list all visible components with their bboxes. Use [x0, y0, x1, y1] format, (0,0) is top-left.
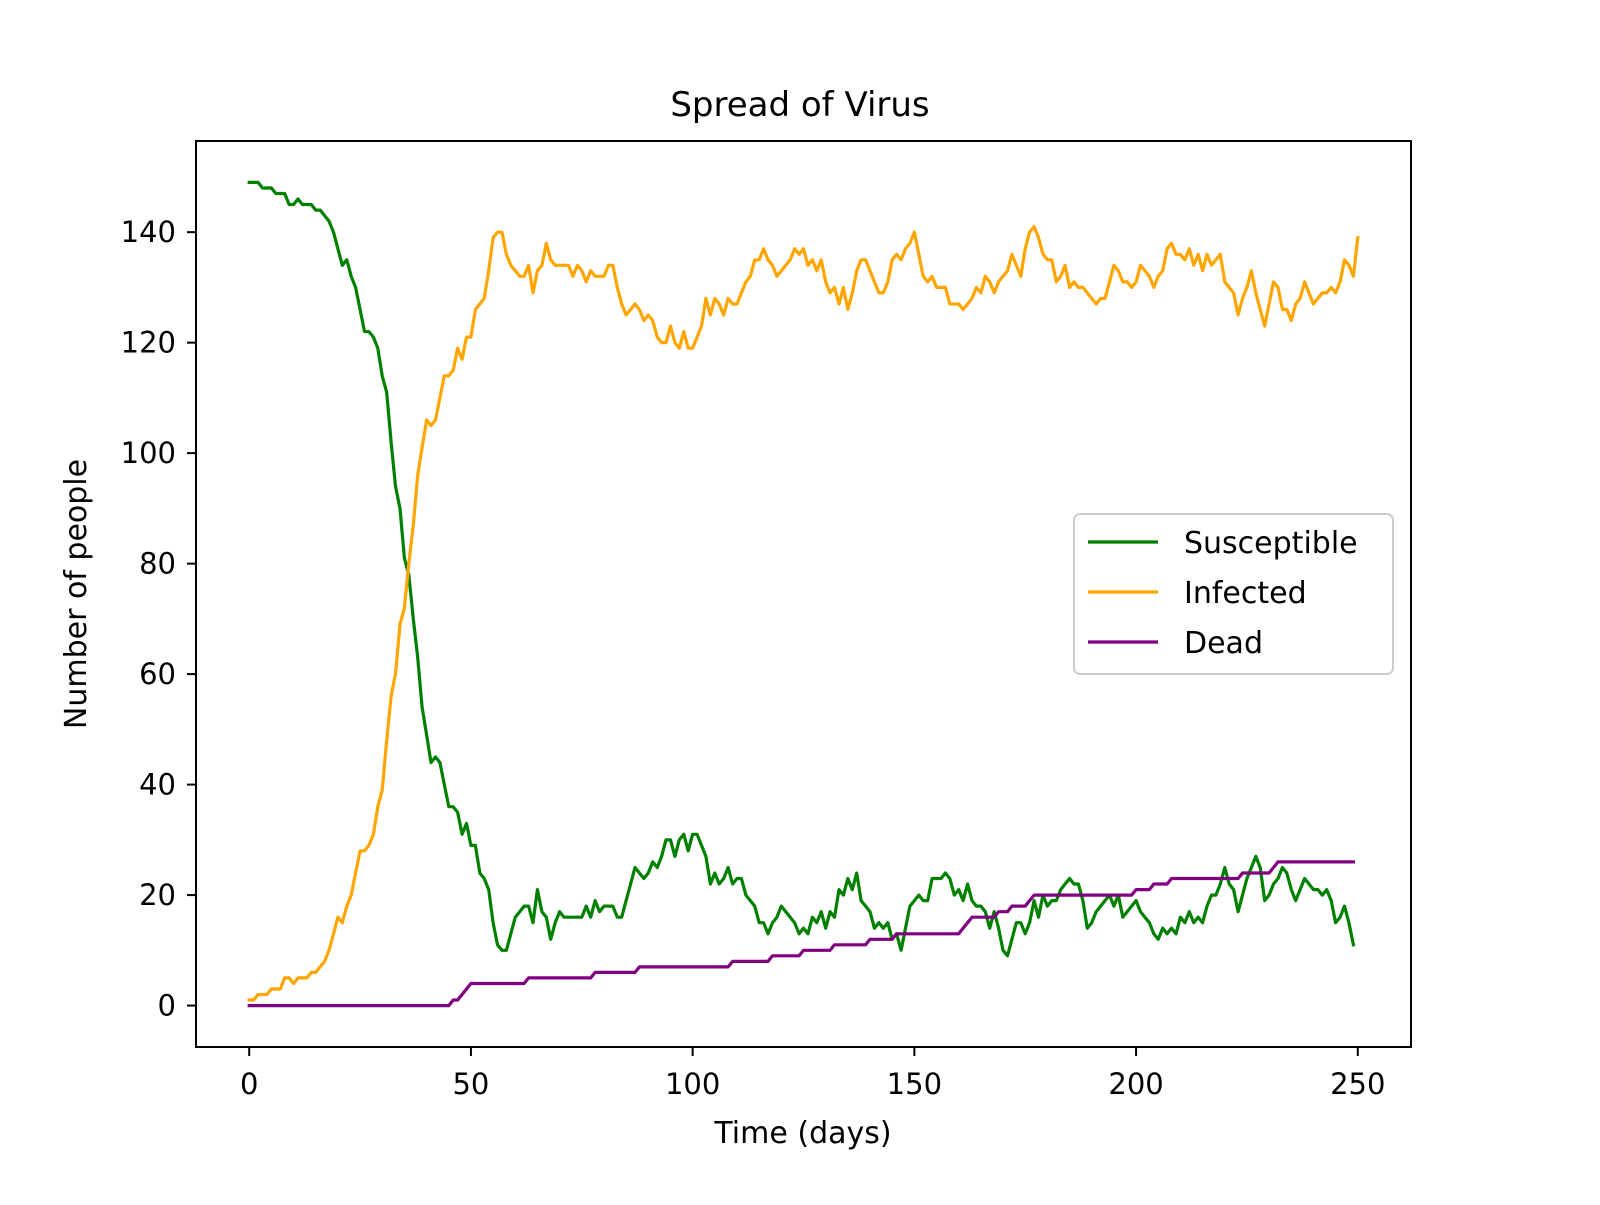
plot-frame — [195, 140, 1412, 1048]
x-tick-label: 200 — [1108, 1067, 1163, 1101]
series-line-infected — [247, 225, 1360, 1002]
y-axis: 0 20 40 60 80 100 120 140 — [121, 215, 196, 1023]
legend-label-dead: Dead — [1184, 626, 1263, 661]
series-layer — [247, 180, 1360, 1008]
series-line-dead — [247, 860, 1355, 1008]
y-tick-label: 80 — [139, 547, 176, 581]
y-tick-label: 40 — [139, 768, 176, 802]
legend: Susceptible Infected Dead — [1073, 513, 1394, 675]
x-tick-label: 150 — [887, 1067, 942, 1101]
y-tick-label: 100 — [121, 436, 176, 470]
x-tick-label: 0 — [240, 1067, 258, 1101]
x-axis-label: Time (days) — [713, 1116, 891, 1151]
x-axis: 0 50 100 150 200 250 — [240, 1047, 1385, 1101]
x-tick-label: 250 — [1330, 1067, 1385, 1101]
legend-label-susceptible: Susceptible — [1184, 526, 1358, 561]
y-axis-label: Number of people — [59, 459, 94, 729]
y-tick-label: 120 — [121, 326, 176, 360]
y-tick-label: 60 — [139, 657, 176, 691]
chart-title: Spread of Virus — [670, 85, 929, 125]
x-tick-label: 100 — [665, 1067, 720, 1101]
y-tick-label: 140 — [121, 215, 176, 249]
legend-box — [1073, 513, 1394, 675]
y-tick-label: 0 — [158, 989, 176, 1023]
x-tick-label: 50 — [452, 1067, 489, 1101]
series-line-susceptible — [247, 180, 1356, 958]
legend-label-infected: Infected — [1184, 576, 1307, 611]
y-tick-label: 20 — [139, 878, 176, 912]
